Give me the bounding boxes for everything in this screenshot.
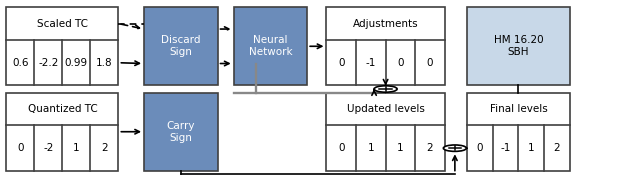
Text: 1: 1 [397, 143, 404, 153]
FancyBboxPatch shape [6, 93, 118, 171]
Text: 2: 2 [101, 143, 108, 153]
Text: 0: 0 [427, 58, 433, 68]
FancyBboxPatch shape [144, 93, 218, 171]
Text: 0: 0 [338, 143, 344, 153]
FancyBboxPatch shape [234, 7, 307, 85]
Text: 0.99: 0.99 [65, 58, 88, 68]
Text: 1: 1 [367, 143, 374, 153]
Text: Quantized TC: Quantized TC [28, 104, 97, 114]
Text: 1: 1 [528, 143, 534, 153]
Text: Carry
Sign: Carry Sign [166, 121, 195, 143]
FancyBboxPatch shape [144, 7, 218, 85]
Text: Updated levels: Updated levels [347, 104, 424, 114]
Text: Discard
Sign: Discard Sign [161, 35, 200, 57]
Circle shape [444, 145, 467, 151]
FancyBboxPatch shape [6, 7, 118, 85]
Text: -1: -1 [365, 58, 376, 68]
Text: Final levels: Final levels [490, 104, 547, 114]
Text: Scaled TC: Scaled TC [37, 19, 88, 28]
Circle shape [374, 86, 397, 92]
Text: -2: -2 [44, 143, 54, 153]
FancyBboxPatch shape [326, 93, 445, 171]
Text: HM 16.20
SBH: HM 16.20 SBH [493, 35, 543, 57]
Text: 0: 0 [338, 58, 344, 68]
Text: 0: 0 [477, 143, 483, 153]
Text: 0.6: 0.6 [12, 58, 29, 68]
Text: 1: 1 [73, 143, 80, 153]
Text: 0: 0 [17, 143, 24, 153]
FancyBboxPatch shape [326, 7, 445, 85]
Text: Neural
Network: Neural Network [248, 35, 292, 57]
Text: Adjustments: Adjustments [353, 19, 419, 28]
Text: -1: -1 [500, 143, 511, 153]
Text: -2.2: -2.2 [38, 58, 59, 68]
Text: 2: 2 [427, 143, 433, 153]
Text: 2: 2 [554, 143, 560, 153]
FancyBboxPatch shape [467, 7, 570, 85]
Text: 0: 0 [397, 58, 404, 68]
Text: 1.8: 1.8 [96, 58, 113, 68]
FancyBboxPatch shape [467, 93, 570, 171]
